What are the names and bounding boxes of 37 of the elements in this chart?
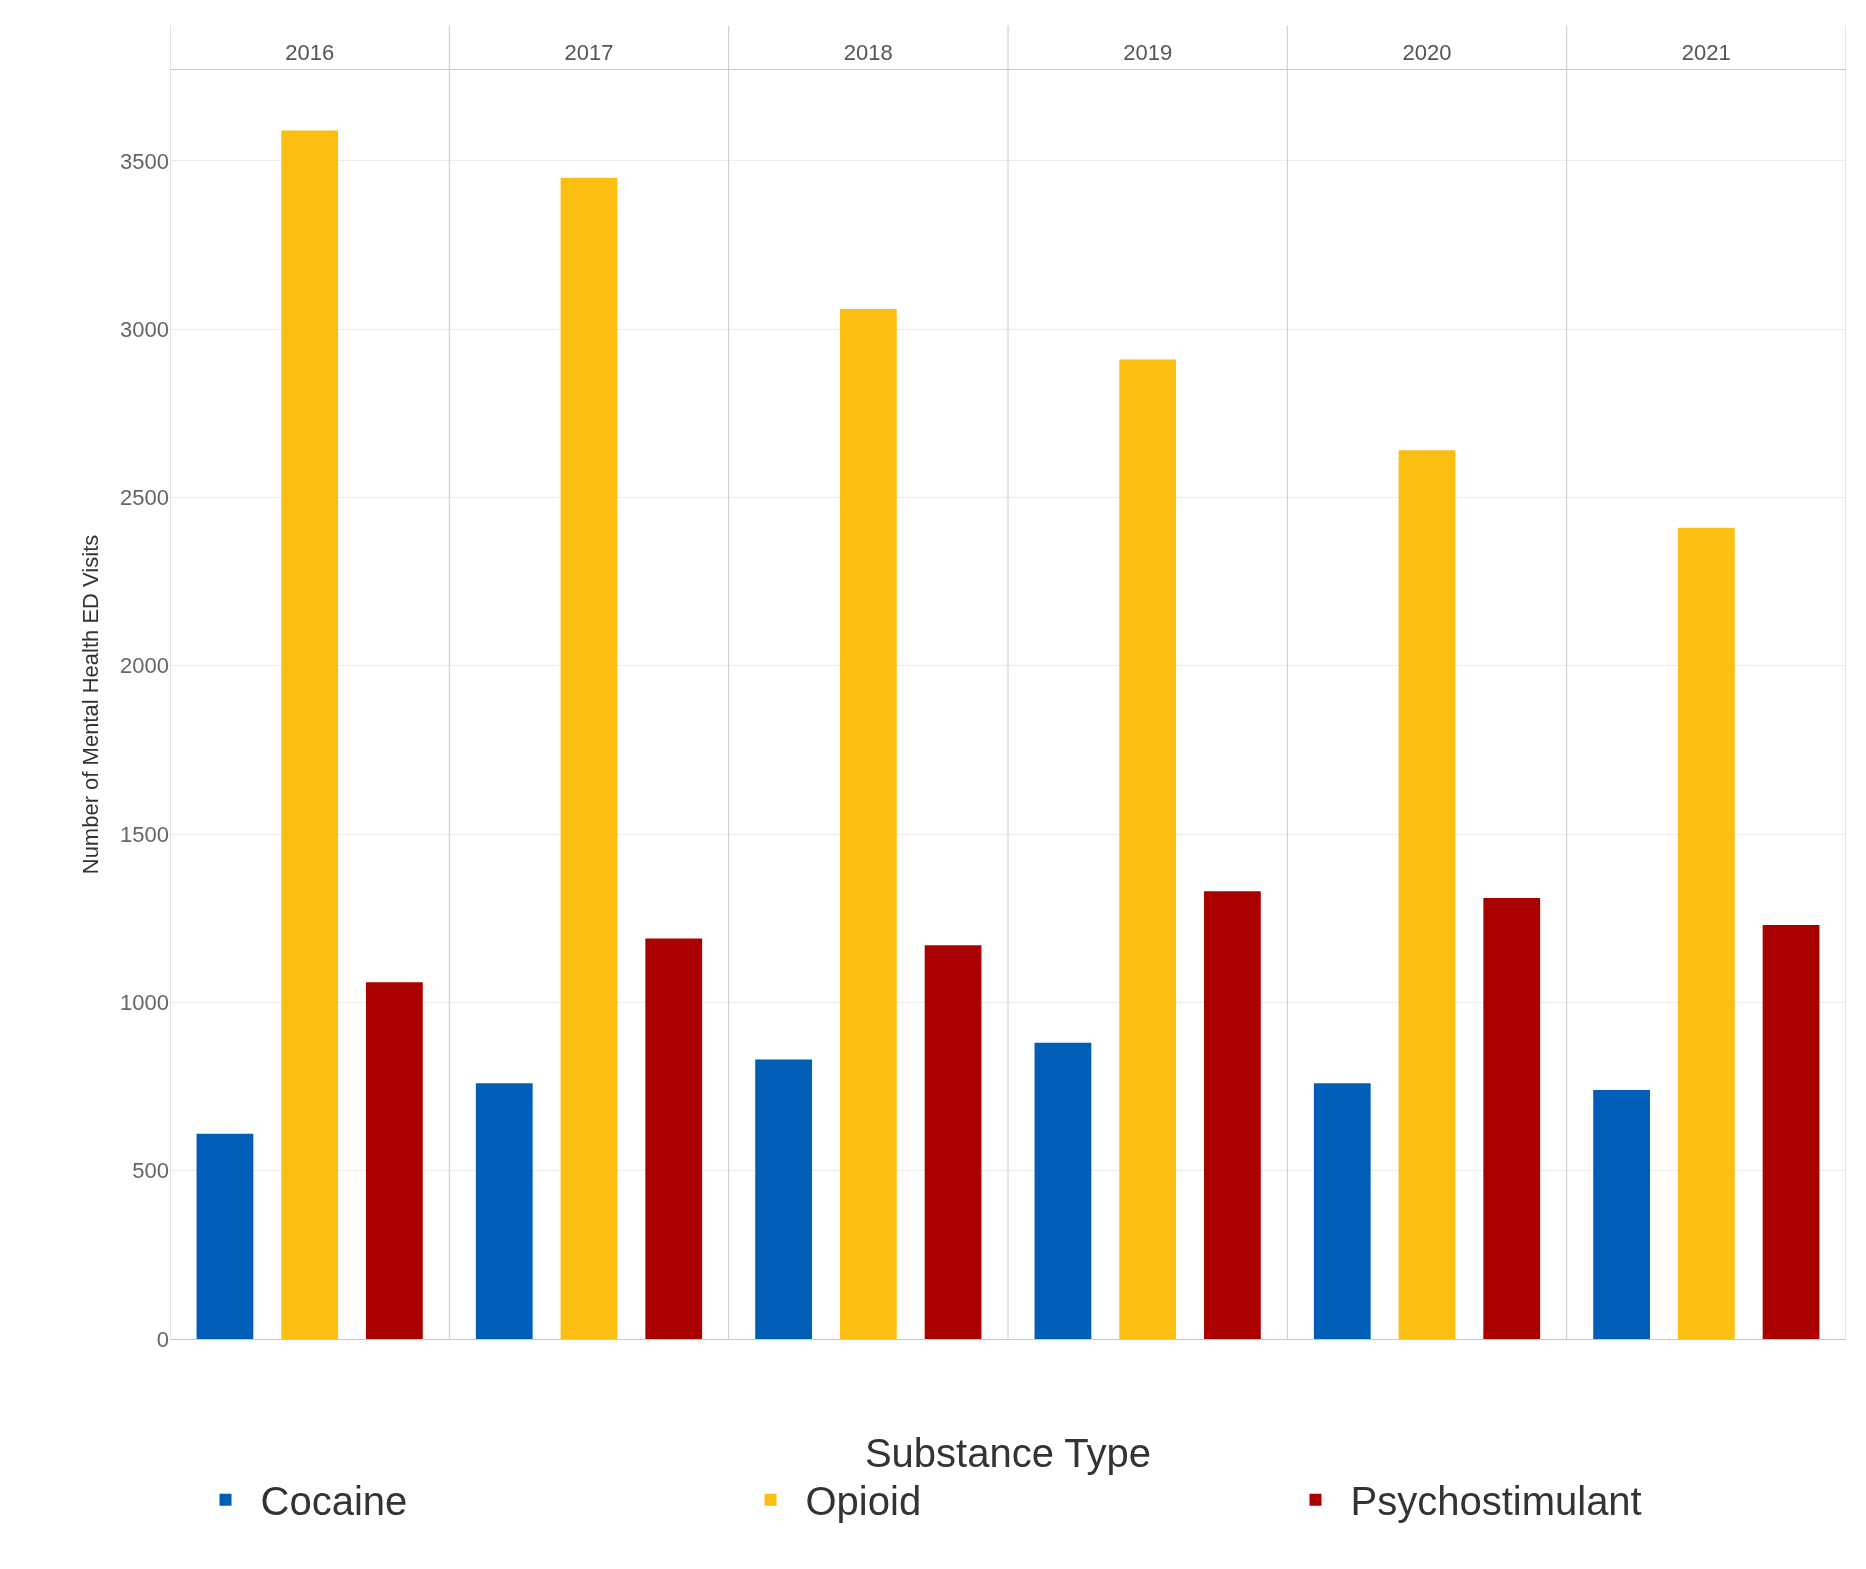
bar	[1398, 450, 1456, 1339]
bar	[1677, 527, 1735, 1339]
bar	[281, 130, 339, 1339]
bar	[560, 177, 618, 1339]
y-tick-label: 0	[156, 1326, 169, 1352]
x-tick-label: 2016	[285, 40, 335, 66]
bar	[1313, 1083, 1371, 1339]
bar	[1483, 898, 1541, 1339]
legend-label: Cocaine	[260, 1479, 408, 1524]
y-tick-label: 3500	[120, 148, 169, 174]
bar	[1119, 359, 1177, 1339]
y-tick-label: 500	[132, 1158, 169, 1184]
y-axis-title: Number of Mental Health ED Visits	[77, 534, 103, 875]
y-tick-label: 3000	[120, 316, 169, 342]
bar	[755, 1059, 812, 1339]
bar	[366, 982, 423, 1339]
x-tick-label: 2021	[1681, 40, 1731, 66]
bar	[1034, 1042, 1092, 1339]
x-tick-label: 2020	[1402, 40, 1452, 66]
y-tick-label: 1000	[120, 990, 169, 1016]
bar	[475, 1083, 533, 1339]
bar	[196, 1133, 254, 1339]
y-tick-label: 2000	[120, 653, 169, 679]
legend-label: Opioid	[805, 1479, 922, 1524]
y-tick-label: 2500	[120, 485, 169, 511]
bar	[1593, 1089, 1650, 1339]
bar	[924, 945, 982, 1339]
bar	[1204, 891, 1261, 1339]
legend-title: Substance Type	[864, 1431, 1152, 1476]
legend-label: Psychostimulant	[1350, 1479, 1642, 1524]
bar	[1762, 924, 1820, 1339]
x-tick-label: 2018	[843, 40, 893, 66]
x-tick-label: 2017	[564, 40, 614, 66]
x-tick-label: 2019	[1123, 40, 1173, 66]
bar	[645, 938, 703, 1339]
bar	[839, 308, 897, 1339]
y-tick-label: 1500	[120, 821, 169, 847]
